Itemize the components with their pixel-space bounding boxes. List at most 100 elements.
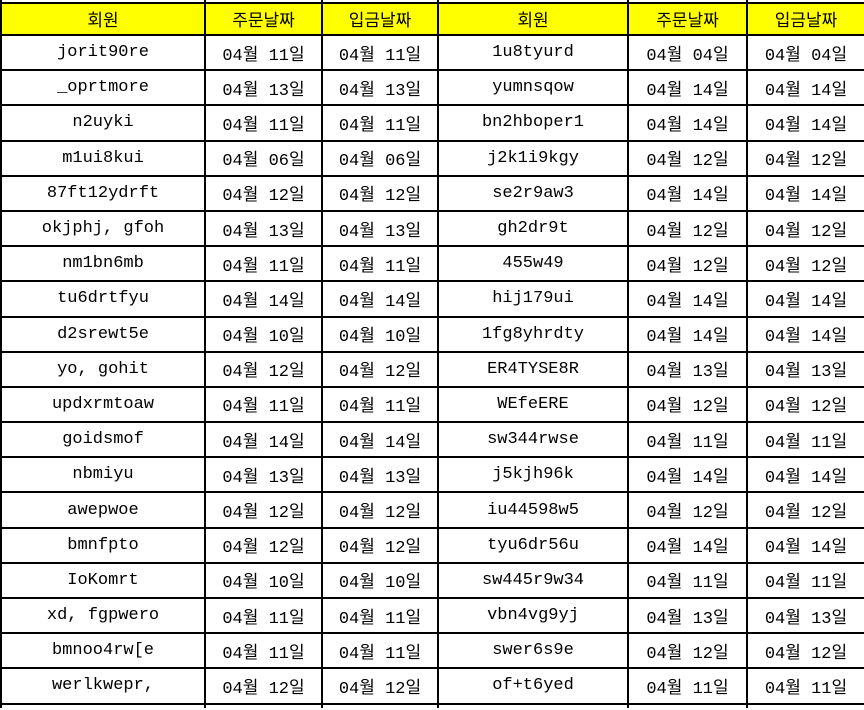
deposit-date-cell[interactable]: 04월 11일: [321, 104, 439, 142]
order-date-cell[interactable]: 04월 13일: [627, 350, 748, 388]
header-member-left[interactable]: 회원: [0, 2, 206, 36]
deposit-date-cell[interactable]: 04월 13일: [746, 350, 864, 388]
deposit-date-cell[interactable]: 04월 10일: [321, 315, 439, 353]
deposit-date-cell[interactable]: 04월 12일: [321, 174, 439, 212]
deposit-date-cell[interactable]: 04월 13일: [321, 456, 439, 494]
deposit-date-cell[interactable]: 04월 13일: [321, 209, 439, 248]
deposit-date-cell[interactable]: 04월 13일: [321, 69, 439, 107]
member-cell[interactable]: swer6s9e: [437, 632, 629, 670]
order-date-cell[interactable]: 04월 12일: [627, 209, 748, 248]
order-date-cell[interactable]: 04월 11일: [204, 245, 323, 283]
member-cell[interactable]: tu6drtfyu: [0, 280, 206, 318]
deposit-date-cell[interactable]: 04월 14일: [746, 315, 864, 353]
deposit-date-cell[interactable]: 04월 12일: [321, 526, 439, 564]
deposit-date-cell[interactable]: 04월 11일: [321, 385, 439, 424]
deposit-date-cell[interactable]: 04월 12일: [746, 491, 864, 529]
member-cell[interactable]: d2srewt5e: [0, 315, 206, 353]
order-date-cell[interactable]: 04월 11일: [204, 104, 323, 142]
member-cell[interactable]: j2k1i9kgy: [437, 139, 629, 177]
member-cell[interactable]: 455w49: [437, 245, 629, 283]
member-cell[interactable]: IoKomrt: [0, 561, 206, 600]
member-cell[interactable]: n2uyki: [0, 104, 206, 142]
member-cell[interactable]: awepwoe: [0, 491, 206, 529]
member-cell[interactable]: jorit90re: [0, 33, 206, 72]
member-cell[interactable]: goidsmof: [0, 421, 206, 459]
order-date-cell[interactable]: 04월 13일: [204, 456, 323, 494]
deposit-date-cell[interactable]: 04월 12일: [321, 667, 439, 705]
header-order-date-left[interactable]: 주문날짜: [204, 2, 323, 36]
deposit-date-cell[interactable]: 04월 12일: [321, 350, 439, 388]
member-cell[interactable]: iu44598w5: [437, 491, 629, 529]
order-date-cell[interactable]: 04월 14일: [627, 280, 748, 318]
deposit-date-cell[interactable]: 04월 11일: [321, 245, 439, 283]
member-cell[interactable]: j5kjh96k: [437, 456, 629, 494]
member-cell[interactable]: 1fg8yhrdty: [437, 315, 629, 353]
deposit-date-cell[interactable]: 04월 12일: [746, 139, 864, 177]
order-date-cell[interactable]: 04월 14일: [627, 174, 748, 212]
deposit-date-cell[interactable]: 04월 04일: [746, 33, 864, 72]
member-cell[interactable]: xd, fgpwero: [0, 596, 206, 635]
order-date-cell[interactable]: 04월 12일: [204, 350, 323, 388]
deposit-date-cell[interactable]: 04월 11일: [321, 632, 439, 670]
member-cell[interactable]: vbn4vg9yj: [437, 596, 629, 635]
member-cell[interactable]: gh2dr9t: [437, 209, 629, 248]
deposit-date-cell[interactable]: 04월 12일: [746, 385, 864, 424]
order-date-cell[interactable]: 04월 14일: [627, 456, 748, 494]
order-date-cell[interactable]: 04월 11일: [204, 33, 323, 72]
member-cell[interactable]: nbmiyu: [0, 456, 206, 494]
order-date-cell[interactable]: 04월 12일: [204, 491, 323, 529]
deposit-date-cell[interactable]: 04월 14일: [746, 69, 864, 107]
order-date-cell[interactable]: 04월 11일: [204, 632, 323, 670]
order-date-cell[interactable]: 04월 06일: [204, 139, 323, 177]
deposit-date-cell[interactable]: 04월 11일: [321, 596, 439, 635]
order-date-cell[interactable]: 04월 12일: [627, 491, 748, 529]
order-date-cell[interactable]: 04월 14일: [627, 69, 748, 107]
deposit-date-cell[interactable]: 04월 10일: [321, 561, 439, 600]
deposit-date-cell[interactable]: 04월 11일: [746, 421, 864, 459]
member-cell[interactable]: sw344rwse: [437, 421, 629, 459]
order-date-cell[interactable]: 04월 10일: [204, 315, 323, 353]
order-date-cell[interactable]: 04월 14일: [627, 104, 748, 142]
deposit-date-cell[interactable]: 04월 14일: [746, 526, 864, 564]
deposit-date-cell[interactable]: 04월 14일: [746, 104, 864, 142]
member-cell[interactable]: 87ft12ydrft: [0, 174, 206, 212]
order-date-cell[interactable]: 04월 12일: [204, 667, 323, 705]
member-cell[interactable]: tyu6dr56u: [437, 526, 629, 564]
member-cell[interactable]: ER4TYSE8R: [437, 350, 629, 388]
deposit-date-cell[interactable]: 04월 13일: [746, 596, 864, 635]
member-cell[interactable]: WEfeERE: [437, 385, 629, 424]
header-member-right[interactable]: 회원: [437, 2, 629, 36]
order-date-cell[interactable]: 04월 12일: [627, 139, 748, 177]
order-date-cell[interactable]: 04월 14일: [627, 526, 748, 564]
member-cell[interactable]: of+t6yed: [437, 667, 629, 705]
member-cell[interactable]: yumnsqow: [437, 69, 629, 107]
deposit-date-cell[interactable]: 04월 14일: [746, 280, 864, 318]
order-date-cell[interactable]: 04월 12일: [627, 245, 748, 283]
order-date-cell[interactable]: 04월 13일: [627, 596, 748, 635]
member-cell[interactable]: hij179ui: [437, 280, 629, 318]
header-deposit-date-left[interactable]: 입금날짜: [321, 2, 439, 36]
member-cell[interactable]: bn2hboper1: [437, 104, 629, 142]
order-date-cell[interactable]: 04월 11일: [204, 385, 323, 424]
deposit-date-cell[interactable]: 04월 11일: [746, 561, 864, 600]
member-cell[interactable]: werlkwepr,: [0, 667, 206, 705]
deposit-date-cell[interactable]: 04월 11일: [321, 33, 439, 72]
member-cell[interactable]: bmnoo4rw[e: [0, 632, 206, 670]
member-cell[interactable]: _oprtmore: [0, 69, 206, 107]
member-cell[interactable]: se2r9aw3: [437, 174, 629, 212]
deposit-date-cell[interactable]: 04월 14일: [321, 421, 439, 459]
deposit-date-cell[interactable]: 04월 12일: [746, 245, 864, 283]
header-deposit-date-right[interactable]: 입금날짜: [746, 2, 864, 36]
deposit-date-cell[interactable]: 04월 14일: [746, 174, 864, 212]
member-cell[interactable]: yo, gohit: [0, 350, 206, 388]
order-date-cell[interactable]: 04월 11일: [627, 667, 748, 705]
order-date-cell[interactable]: 04월 12일: [204, 174, 323, 212]
order-date-cell[interactable]: 04월 12일: [204, 526, 323, 564]
order-date-cell[interactable]: 04월 14일: [204, 280, 323, 318]
member-cell[interactable]: 1u8tyurd: [437, 33, 629, 72]
order-date-cell[interactable]: 04월 11일: [627, 421, 748, 459]
header-order-date-right[interactable]: 주문날짜: [627, 2, 748, 36]
order-date-cell[interactable]: 04월 11일: [204, 596, 323, 635]
order-date-cell[interactable]: 04월 14일: [627, 315, 748, 353]
member-cell[interactable]: updxrmtoaw: [0, 385, 206, 424]
